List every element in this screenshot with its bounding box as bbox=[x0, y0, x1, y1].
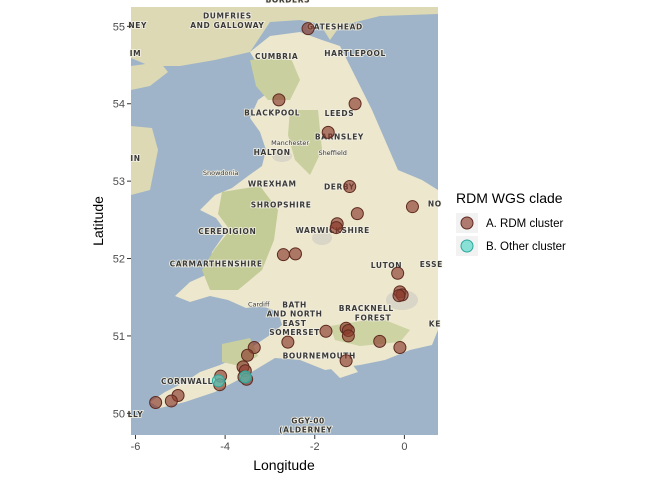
map-label: BLACKPOOL bbox=[244, 108, 300, 117]
legend-key-other-cluster bbox=[460, 239, 474, 253]
map-label: LLY bbox=[128, 410, 144, 419]
map-label: LEEDS bbox=[325, 109, 355, 118]
data-points bbox=[149, 22, 419, 409]
map-label: IN bbox=[130, 154, 140, 163]
urban-manchester bbox=[272, 150, 292, 162]
land-ireland bbox=[131, 126, 158, 195]
x-tick-label: -6 bbox=[131, 441, 141, 453]
x-axis: -6 -4 -2 0 bbox=[131, 435, 407, 453]
map-small-label: Manchester bbox=[271, 139, 309, 147]
map-label: DUMFRIES bbox=[203, 12, 252, 21]
x-axis-title: Longitude bbox=[253, 457, 315, 473]
map-label: CEREDIGION bbox=[198, 227, 256, 236]
point-rdm-cluster[interactable] bbox=[341, 329, 355, 343]
land-isle-of-wight bbox=[330, 364, 358, 378]
map-label: BOURNEMOUTH bbox=[283, 351, 356, 360]
map-label: BATH bbox=[282, 300, 307, 309]
terrain-lake-district bbox=[250, 56, 300, 100]
map-panel[interactable] bbox=[131, 7, 438, 435]
point-rdm-cluster[interactable] bbox=[149, 395, 163, 409]
x-tick-label: -2 bbox=[310, 441, 320, 453]
point-rdm-cluster[interactable] bbox=[329, 221, 343, 235]
point-rdm-cluster[interactable] bbox=[392, 289, 406, 303]
terrain-wales bbox=[202, 186, 278, 290]
legend-title: RDM WGS clade bbox=[456, 190, 563, 206]
y-tick-label: 51 bbox=[113, 331, 125, 343]
point-rdm-cluster[interactable] bbox=[164, 394, 178, 408]
map-small-label: Snowdonia bbox=[203, 169, 239, 177]
point-rdm-cluster[interactable] bbox=[281, 335, 295, 349]
legend-key-rdm-cluster bbox=[460, 216, 474, 230]
legend: RDM WGS clade A. RDM cluster B. Other clu… bbox=[456, 190, 566, 256]
point-rdm-cluster[interactable] bbox=[391, 266, 405, 280]
legend-label: B. Other cluster bbox=[486, 241, 566, 253]
urban-birmingham bbox=[312, 231, 332, 245]
map-label: KE bbox=[429, 320, 441, 329]
point-rdm-cluster[interactable] bbox=[301, 22, 315, 36]
map-label: HALTON bbox=[254, 148, 291, 157]
map-label: ESSE bbox=[420, 260, 443, 269]
map-label: CORNWALL bbox=[161, 377, 213, 386]
map-label: (ALDERNEY bbox=[279, 426, 332, 435]
point-rdm-cluster[interactable] bbox=[405, 200, 419, 214]
map-label: AND GALLOWAY bbox=[190, 21, 264, 30]
map-label: IM bbox=[130, 49, 141, 58]
map-label: LUTON bbox=[371, 261, 402, 270]
map-label: NEY bbox=[128, 21, 147, 30]
map-label: SHROPSHIRE bbox=[251, 200, 312, 209]
terrain-pennines bbox=[288, 110, 322, 175]
y-tick-label: 55 bbox=[113, 21, 125, 33]
y-tick-label: 52 bbox=[113, 254, 125, 266]
map-label: BARNSLEY bbox=[315, 132, 364, 141]
map-label: CUMBRIA bbox=[255, 52, 298, 61]
map-label: HARTLEPOOL bbox=[324, 49, 386, 58]
point-rdm-cluster[interactable] bbox=[319, 324, 333, 338]
map-label: WREXHAM bbox=[248, 180, 297, 189]
point-other-cluster[interactable] bbox=[238, 370, 252, 384]
y-tick-label: 50 bbox=[113, 408, 125, 420]
map-label: CARMARTHENSHIRE bbox=[170, 259, 263, 268]
point-rdm-cluster[interactable] bbox=[272, 93, 286, 107]
point-rdm-cluster[interactable] bbox=[288, 247, 302, 261]
land-isle-of-man bbox=[131, 62, 168, 90]
point-rdm-cluster[interactable] bbox=[350, 207, 364, 221]
map-label: GGY-00 bbox=[291, 416, 325, 425]
point-rdm-cluster[interactable] bbox=[348, 97, 362, 111]
point-rdm-cluster[interactable] bbox=[339, 354, 353, 368]
map-small-label: Cardiff bbox=[248, 301, 270, 309]
y-axis: 50 51 52 53 54 55 bbox=[113, 21, 131, 420]
point-rdm-cluster[interactable] bbox=[321, 125, 335, 139]
point-rdm-cluster[interactable] bbox=[343, 180, 357, 194]
map-label: SOMERSET bbox=[269, 328, 320, 337]
y-tick-label: 54 bbox=[113, 99, 125, 111]
map-label: DERBY bbox=[324, 183, 355, 192]
map-label: BRACKNELL bbox=[339, 304, 394, 313]
point-rdm-cluster[interactable] bbox=[393, 341, 407, 355]
point-rdm-cluster[interactable] bbox=[276, 248, 290, 262]
map-label: EAST bbox=[283, 319, 307, 328]
x-tick-label: 0 bbox=[401, 441, 407, 453]
map-small-label: Sheffield bbox=[318, 149, 346, 157]
map-label: BORDERS bbox=[266, 0, 311, 4]
point-rdm-cluster[interactable] bbox=[241, 348, 255, 362]
y-axis-title: Latitude bbox=[90, 196, 106, 246]
land-england-wales bbox=[150, 32, 438, 408]
point-rdm-cluster[interactable] bbox=[373, 334, 387, 348]
x-tick-label: -4 bbox=[220, 441, 230, 453]
map-label: FOREST bbox=[355, 313, 392, 322]
map-label: NO bbox=[428, 200, 442, 209]
land-scotland bbox=[131, 7, 438, 66]
legend-label: A. RDM cluster bbox=[486, 218, 563, 230]
map-label: AND NORTH bbox=[267, 310, 323, 319]
map-label: GATESHEAD bbox=[307, 22, 363, 31]
y-tick-label: 53 bbox=[113, 176, 125, 188]
point-other-cluster[interactable] bbox=[211, 374, 225, 388]
